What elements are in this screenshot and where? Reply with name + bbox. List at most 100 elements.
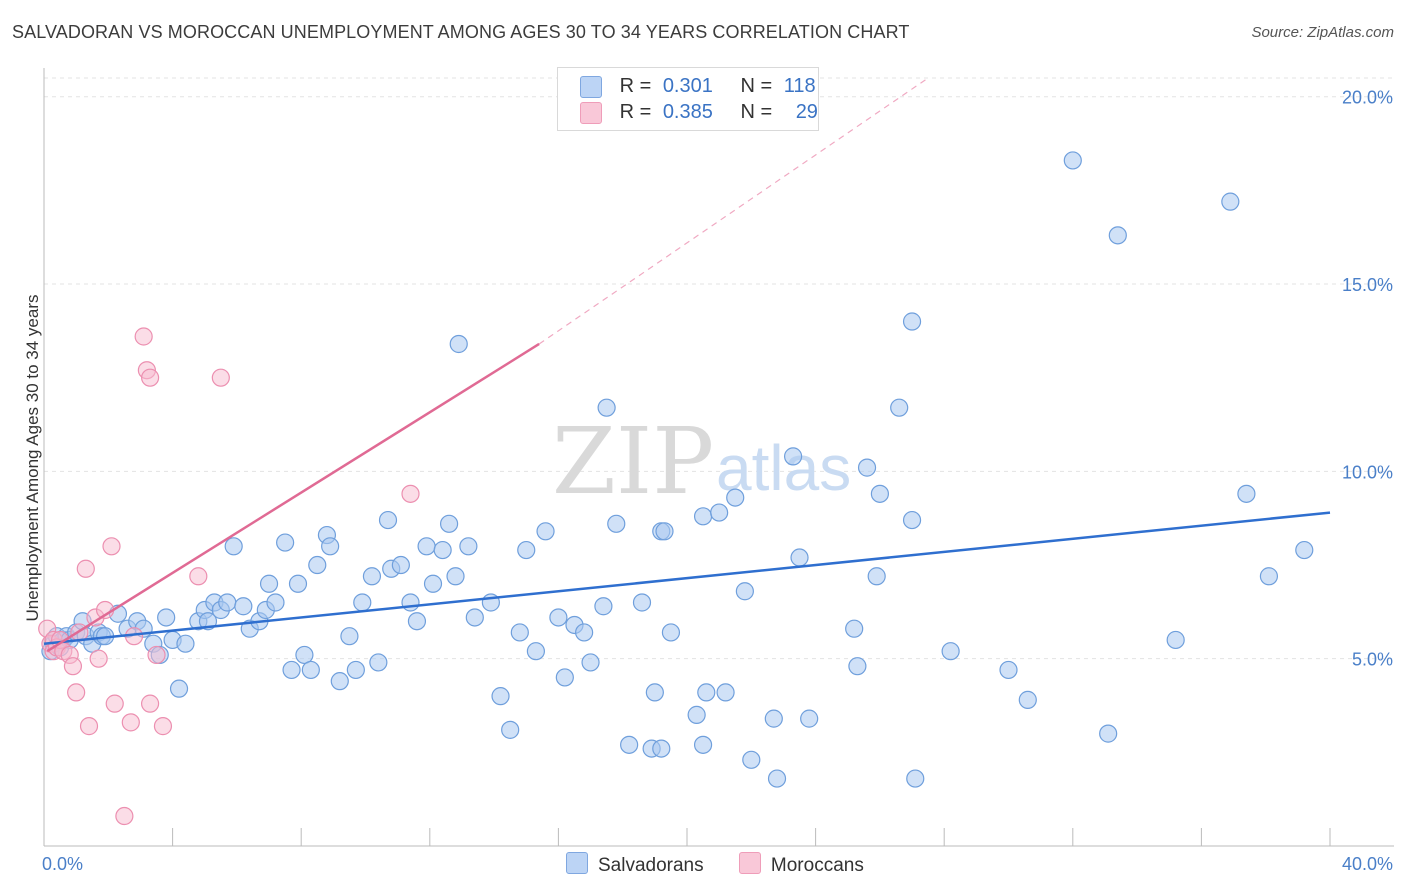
moroccan-swatch bbox=[580, 101, 602, 124]
moroccan-legend-swatch bbox=[738, 852, 761, 874]
salvadoran-point bbox=[655, 522, 674, 541]
salvadoran-point bbox=[301, 660, 320, 680]
salvadoran-point bbox=[266, 593, 285, 612]
y-axis-label: Unemployment Among Ages 30 to 34 years bbox=[23, 295, 42, 622]
salvadoran-point bbox=[362, 567, 382, 586]
legend-r-value: 0.385 bbox=[662, 101, 713, 123]
legend-r-label: R = bbox=[619, 75, 652, 97]
salvadoran-point bbox=[867, 567, 886, 586]
moroccan-point bbox=[121, 713, 140, 732]
chart-title: SALVADORAN VS MOROCCAN UNEMPLOYMENT AMON… bbox=[12, 22, 910, 42]
moroccan-point bbox=[211, 368, 230, 387]
y-tick-label: 5.0% bbox=[1352, 650, 1393, 670]
legend-item-salvadorans: Salvadorans bbox=[566, 852, 704, 877]
x-tick-label: 0.0% bbox=[42, 854, 83, 874]
salvadoran-point bbox=[340, 627, 359, 646]
salvadoran-point bbox=[575, 623, 594, 642]
salvadoran-point bbox=[661, 623, 681, 642]
salvadoran-point bbox=[845, 619, 864, 638]
axes bbox=[43, 68, 1394, 847]
moroccan-point bbox=[115, 806, 134, 826]
salvadoran-point bbox=[645, 683, 664, 702]
salvadoran-point bbox=[439, 514, 459, 533]
salvadoran-point bbox=[767, 769, 787, 788]
salvadoran-point bbox=[224, 537, 243, 556]
x-tick-label: 40.0% bbox=[1342, 854, 1393, 874]
watermark-zip: ZIP bbox=[552, 408, 714, 515]
salvadoran-point bbox=[902, 312, 922, 331]
salvadoran-point bbox=[423, 574, 443, 593]
salvadoran-point bbox=[259, 574, 279, 593]
salvadoran-point bbox=[607, 514, 626, 533]
salvadoran-point bbox=[369, 653, 388, 672]
salvadoran-point bbox=[510, 623, 529, 642]
salvadoran-point bbox=[517, 540, 536, 560]
salvadoran-point bbox=[890, 398, 909, 417]
salvadoran-point bbox=[783, 447, 803, 466]
moroccan-trend-line bbox=[46, 342, 540, 653]
salvadoran-point bbox=[857, 458, 877, 477]
legend-r-label: R = bbox=[619, 101, 652, 123]
moroccan-point bbox=[189, 567, 208, 586]
salvadoran-point bbox=[1108, 226, 1127, 245]
salvadoran-point bbox=[1166, 630, 1185, 650]
salvadoran-point bbox=[726, 488, 745, 507]
salvadoran-point bbox=[764, 709, 783, 728]
x-tick-labels: 0.0% 40.0% bbox=[42, 854, 1393, 874]
salvadoran-point bbox=[417, 537, 436, 556]
legend-n-value: 118 bbox=[783, 75, 816, 97]
salvadoran-point bbox=[697, 683, 716, 702]
legend-label-salvadorans: Salvadorans bbox=[598, 855, 704, 876]
salvadoran-point bbox=[870, 484, 890, 503]
moroccan-point bbox=[140, 694, 160, 713]
salvadoran-point bbox=[716, 683, 735, 702]
salvadoran-point bbox=[549, 608, 568, 627]
salvadoran-point bbox=[735, 582, 754, 601]
moroccan-points bbox=[38, 327, 420, 826]
salvadoran-point bbox=[1063, 151, 1082, 170]
salvadoran-point bbox=[906, 769, 925, 788]
salvadoran-point bbox=[848, 657, 867, 676]
trend-lines bbox=[43, 77, 1331, 653]
salvadoran-point bbox=[276, 533, 295, 552]
y-tick-label: 20.0% bbox=[1342, 88, 1393, 108]
salvadoran-point bbox=[353, 593, 372, 612]
salvadoran-point bbox=[526, 642, 545, 661]
legend-n-label: N = bbox=[740, 75, 773, 97]
salvadoran-point bbox=[999, 660, 1018, 680]
legend-n-label: N = bbox=[740, 101, 773, 123]
legend-r-value: 0.301 bbox=[662, 75, 713, 97]
salvadoran-point bbox=[282, 660, 301, 680]
salvadoran-point bbox=[790, 548, 809, 567]
salvadoran-point bbox=[157, 608, 176, 627]
legend-row-moroccans: R = 0.385 N = 29 bbox=[580, 101, 818, 129]
source-label: Source: ZipAtlas.com bbox=[1251, 24, 1394, 41]
moroccan-point bbox=[147, 645, 166, 665]
salvadoran-point bbox=[346, 660, 365, 680]
salvadoran-swatch bbox=[580, 75, 602, 98]
salvadoran-point bbox=[742, 750, 761, 769]
y-tick-labels: 5.0% 10.0% 15.0% 20.0% bbox=[1342, 88, 1393, 670]
salvadoran-point bbox=[465, 608, 484, 627]
salvadoran-point bbox=[401, 593, 420, 612]
salvadoran-point bbox=[407, 612, 427, 631]
moroccan-point bbox=[79, 717, 99, 736]
moroccan-point bbox=[89, 649, 108, 668]
moroccan-point bbox=[76, 559, 95, 578]
salvadoran-point bbox=[491, 687, 510, 706]
y-tick-label: 10.0% bbox=[1342, 462, 1393, 482]
salvadoran-point bbox=[1295, 540, 1314, 560]
salvadoran-point bbox=[378, 510, 398, 530]
salvadoran-legend-swatch bbox=[566, 852, 588, 874]
salvadoran-trend-line bbox=[43, 511, 1331, 645]
salvadoran-point bbox=[800, 709, 819, 728]
salvadoran-point bbox=[941, 642, 960, 661]
salvadoran-point bbox=[597, 398, 616, 417]
salvadoran-point bbox=[710, 503, 729, 522]
moroccan-point bbox=[401, 484, 420, 503]
salvadoran-point bbox=[536, 522, 555, 541]
gridlines bbox=[44, 77, 1394, 660]
salvadoran-point bbox=[218, 593, 237, 612]
salvadoran-point bbox=[446, 567, 465, 586]
